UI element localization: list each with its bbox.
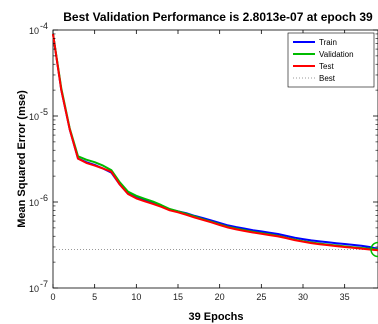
x-tick-label: 10	[131, 292, 141, 302]
x-tick-label: 35	[340, 292, 350, 302]
y-tick-exponent: -7	[40, 279, 48, 289]
y-tick-exponent: -6	[40, 193, 48, 203]
legend: Train Validation Test Best	[287, 32, 375, 88]
x-tick-label: 15	[173, 292, 183, 302]
x-tick-label: 0	[50, 292, 55, 302]
chart-title: Best Validation Performance is 2.8013e-0…	[63, 10, 373, 24]
y-tick-label: 10	[29, 26, 39, 36]
series-layer	[52, 33, 378, 258]
y-tick-label: 10	[29, 198, 39, 208]
y-tick-exponent: -5	[40, 107, 48, 117]
x-tick-label: 30	[298, 292, 308, 302]
y-tick-exponent: -4	[40, 21, 48, 31]
x-tick-label: 20	[215, 292, 225, 302]
y-axis-label: Mean Squared Error (mse)	[16, 90, 28, 228]
y-tick-label: 10	[29, 112, 39, 122]
y-axis: 10-710-610-510-4	[29, 21, 378, 294]
y-tick-label: 10	[29, 284, 39, 294]
best-point-marker	[370, 241, 378, 258]
legend-label-test: Test	[319, 62, 334, 71]
series-test-line	[52, 33, 378, 252]
x-tick-label: 25	[256, 292, 266, 302]
legend-label-validation: Validation	[319, 50, 354, 59]
legend-label-train: Train	[319, 38, 337, 47]
legend-label-best: Best	[319, 74, 336, 83]
x-axis: 0 5 10 15 20 25 30 35	[50, 30, 350, 302]
x-axis-label: 39 Epochs	[188, 311, 243, 323]
x-tick-label: 5	[92, 292, 97, 302]
